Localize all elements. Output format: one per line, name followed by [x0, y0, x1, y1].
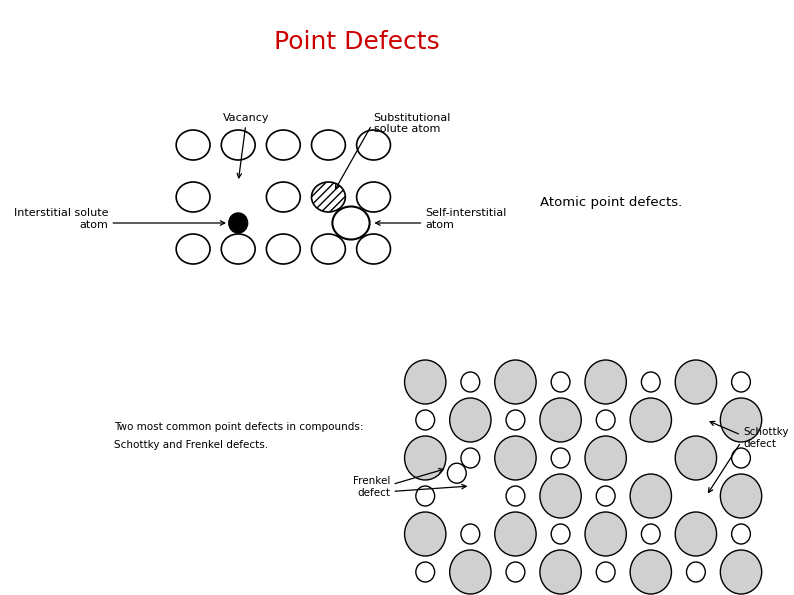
- Ellipse shape: [176, 234, 210, 264]
- Circle shape: [461, 448, 480, 468]
- Circle shape: [405, 512, 446, 556]
- Circle shape: [449, 550, 491, 594]
- Text: Interstitial solute: Interstitial solute: [14, 208, 109, 218]
- Circle shape: [495, 360, 536, 404]
- Text: Frenkel: Frenkel: [353, 477, 391, 486]
- Circle shape: [585, 512, 626, 556]
- Circle shape: [720, 398, 761, 442]
- Ellipse shape: [267, 234, 300, 264]
- Circle shape: [720, 474, 761, 518]
- Circle shape: [687, 562, 705, 582]
- Circle shape: [506, 410, 525, 430]
- Circle shape: [720, 550, 761, 594]
- Circle shape: [675, 360, 716, 404]
- Ellipse shape: [333, 206, 369, 240]
- Circle shape: [229, 213, 248, 233]
- Circle shape: [506, 486, 525, 506]
- Circle shape: [405, 360, 446, 404]
- Circle shape: [461, 372, 480, 392]
- Ellipse shape: [357, 182, 391, 212]
- Circle shape: [596, 410, 615, 430]
- Circle shape: [642, 524, 660, 544]
- Circle shape: [642, 372, 660, 392]
- Text: Point Defects: Point Defects: [274, 30, 440, 54]
- Circle shape: [630, 474, 672, 518]
- Text: atom: atom: [79, 220, 109, 230]
- Text: atom: atom: [426, 220, 454, 230]
- Circle shape: [551, 524, 570, 544]
- Circle shape: [731, 524, 750, 544]
- Circle shape: [461, 524, 480, 544]
- Circle shape: [495, 436, 536, 480]
- Circle shape: [540, 398, 581, 442]
- Ellipse shape: [311, 234, 345, 264]
- Text: Schottky and Frenkel defects.: Schottky and Frenkel defects.: [114, 440, 268, 450]
- Text: Two most common point defects in compounds:: Two most common point defects in compoun…: [114, 422, 364, 433]
- Circle shape: [449, 398, 491, 442]
- Circle shape: [540, 474, 581, 518]
- Text: Substitutional: Substitutional: [373, 113, 451, 123]
- Circle shape: [585, 360, 626, 404]
- Ellipse shape: [311, 130, 345, 160]
- Circle shape: [731, 448, 750, 468]
- Ellipse shape: [357, 130, 391, 160]
- Ellipse shape: [357, 234, 391, 264]
- Circle shape: [540, 550, 581, 594]
- Ellipse shape: [176, 182, 210, 212]
- Circle shape: [405, 436, 446, 480]
- Circle shape: [447, 463, 466, 483]
- Circle shape: [506, 562, 525, 582]
- Circle shape: [585, 436, 626, 480]
- Circle shape: [630, 398, 672, 442]
- Circle shape: [731, 372, 750, 392]
- Text: solute atom: solute atom: [373, 124, 440, 134]
- Text: Self-interstitial: Self-interstitial: [426, 208, 507, 218]
- Circle shape: [630, 550, 672, 594]
- Text: defect: defect: [357, 488, 391, 499]
- Circle shape: [596, 486, 615, 506]
- Ellipse shape: [267, 130, 300, 160]
- Circle shape: [596, 562, 615, 582]
- Circle shape: [675, 436, 716, 480]
- Text: defect: defect: [743, 439, 776, 449]
- Ellipse shape: [176, 130, 210, 160]
- Text: Vacancy: Vacancy: [222, 113, 269, 123]
- Circle shape: [551, 448, 570, 468]
- Circle shape: [416, 410, 434, 430]
- Circle shape: [416, 562, 434, 582]
- Ellipse shape: [311, 182, 345, 212]
- Circle shape: [416, 486, 434, 506]
- Ellipse shape: [267, 182, 300, 212]
- Circle shape: [551, 372, 570, 392]
- Text: Schottky: Schottky: [743, 427, 788, 437]
- Ellipse shape: [222, 130, 255, 160]
- Circle shape: [495, 512, 536, 556]
- Ellipse shape: [222, 234, 255, 264]
- Text: Atomic point defects.: Atomic point defects.: [540, 196, 682, 209]
- Circle shape: [675, 512, 716, 556]
